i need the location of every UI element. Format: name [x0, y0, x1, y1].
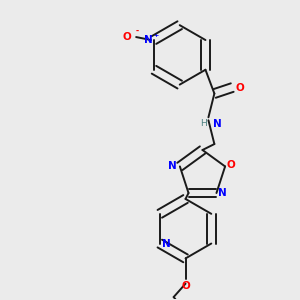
Text: O: O	[123, 32, 132, 42]
Text: N: N	[144, 35, 152, 45]
Text: H: H	[200, 119, 207, 128]
Text: O: O	[235, 82, 244, 93]
Text: N: N	[168, 161, 177, 171]
Text: N: N	[213, 119, 222, 129]
Text: N: N	[162, 238, 171, 248]
Text: +: +	[154, 33, 159, 38]
Text: O: O	[181, 281, 190, 291]
Text: N: N	[218, 188, 227, 198]
Text: -: -	[136, 27, 139, 36]
Text: O: O	[226, 160, 235, 170]
